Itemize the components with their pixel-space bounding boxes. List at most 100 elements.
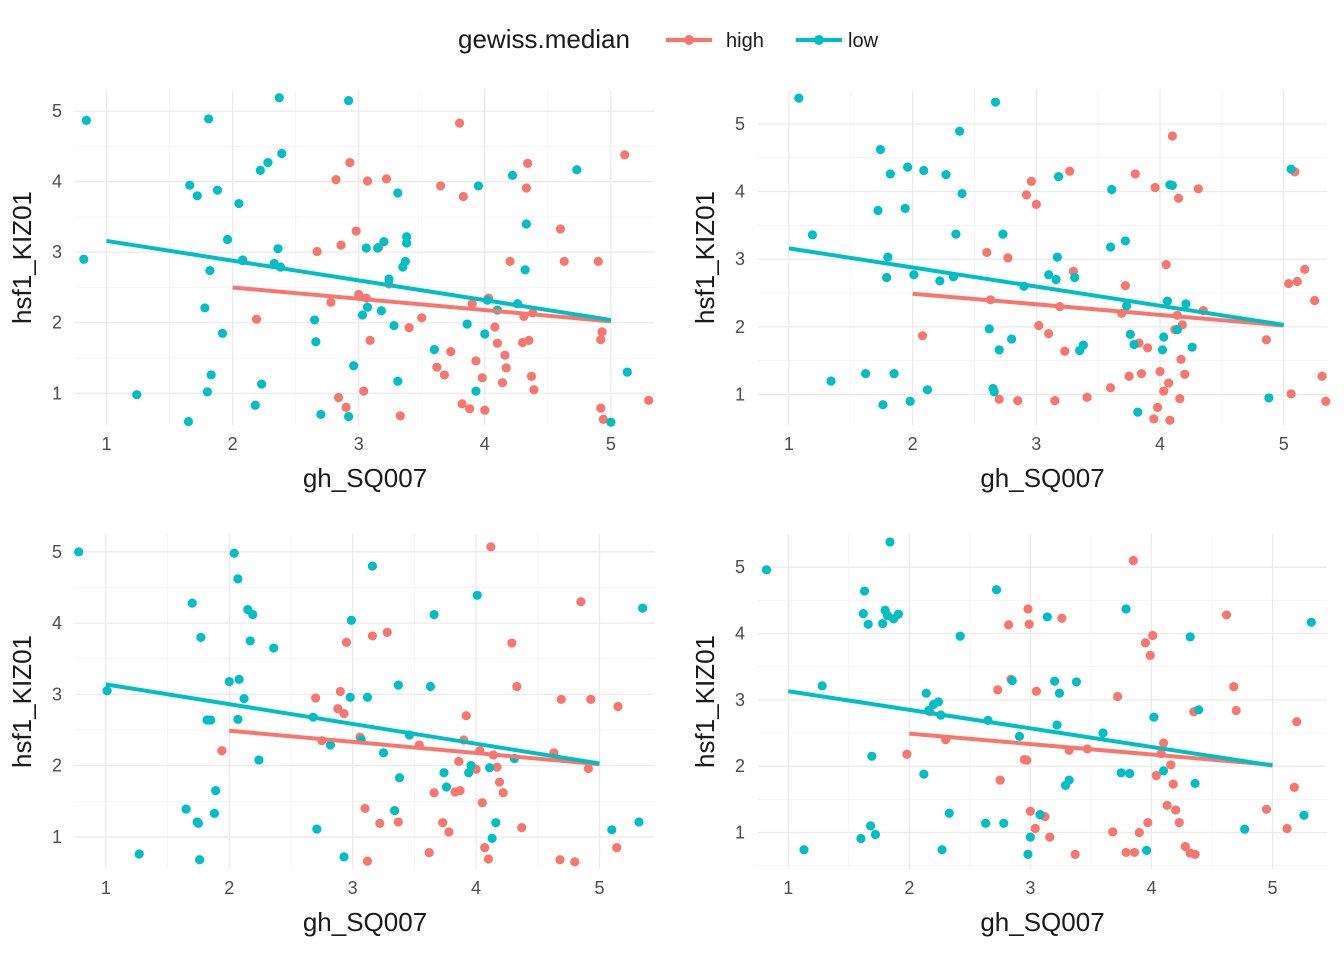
y-tick-label: 1 (52, 383, 62, 403)
data-point-low (325, 740, 336, 750)
data-point-high (458, 191, 468, 202)
y-tick-label: 4 (52, 613, 62, 633)
data-point-high (529, 385, 539, 395)
data-point-low (921, 688, 931, 698)
data-point-low (193, 818, 204, 828)
x-tick-label: 3 (1031, 434, 1041, 454)
scatter-plot-bottom-left: 1 2 3 4 5 1 2 3 4 5 gh_SQ007 hsf1_KIZ01 (7, 534, 655, 937)
data-point-high (994, 394, 1004, 404)
legend-label-low: low (848, 30, 879, 52)
data-point-low (1306, 617, 1316, 627)
x-tick-label: 5 (1268, 878, 1278, 898)
data-point-low (473, 181, 484, 191)
y-tick-label: 4 (52, 172, 62, 192)
scatter-plot-top-right: 1 2 3 4 5 1 2 3 4 5 gh_SQ007 hsf1_KIZ01 (690, 90, 1331, 493)
data-point-low (1052, 252, 1062, 262)
data-point-low (935, 276, 945, 286)
data-point-low (222, 234, 233, 245)
data-point-low (1042, 612, 1052, 622)
data-point-high (517, 823, 527, 833)
x-axis-title: gh_SQ007 (980, 463, 1104, 493)
data-point-high (333, 704, 343, 714)
data-point-high (217, 746, 227, 756)
data-point-low (761, 565, 772, 575)
data-point-high (461, 711, 471, 721)
series-high (902, 555, 1302, 860)
series-low (74, 547, 648, 865)
data-point-low (344, 411, 354, 422)
data-point-low (389, 320, 399, 331)
data-point-low (1162, 296, 1173, 306)
data-point-low (200, 303, 210, 313)
data-point-low (572, 165, 582, 175)
data-point-high (559, 256, 569, 266)
x-tick-label: 3 (354, 434, 364, 454)
data-point-low (439, 768, 449, 778)
data-point-low (1098, 728, 1108, 738)
data-point-high (251, 314, 262, 324)
data-point-high (1159, 386, 1169, 396)
data-point-high (1057, 613, 1067, 623)
series-low (79, 93, 632, 427)
data-point-high (375, 818, 385, 828)
data-point-low (909, 270, 919, 280)
data-point-high (345, 158, 355, 168)
data-point-low (882, 272, 892, 283)
panel-bottom-right: 1 2 3 4 5 1 2 3 4 5 gh_SQ007 hsf1_KIZ01 (672, 516, 1344, 960)
data-point-low (998, 229, 1008, 239)
data-point-low (277, 148, 287, 159)
data-point-high (1171, 805, 1181, 815)
data-point-low (132, 390, 142, 400)
data-point-high (644, 395, 654, 405)
data-point-low (1007, 676, 1017, 686)
data-point-high (454, 756, 464, 766)
data-point-low (903, 162, 913, 172)
data-point-high (570, 857, 580, 867)
data-point-high (612, 843, 622, 853)
data-point-high (1284, 278, 1294, 289)
data-point-low (893, 609, 904, 619)
data-point-high (1108, 827, 1118, 837)
data-point-high (465, 404, 475, 414)
regression-line-low (106, 238, 612, 322)
data-point-low (373, 243, 383, 253)
data-point-high (1023, 604, 1033, 614)
data-point-low (239, 694, 249, 704)
data-point-low (878, 400, 888, 410)
data-point-low (1167, 180, 1177, 191)
data-point-low (211, 785, 221, 796)
data-point-low (394, 773, 405, 783)
data-point-low (441, 782, 452, 792)
data-point-high (1050, 396, 1060, 406)
data-point-low (206, 370, 216, 380)
data-point-low (390, 805, 400, 816)
data-point-high (1013, 396, 1023, 406)
data-point-high (521, 183, 531, 193)
data-point-high (1286, 389, 1296, 399)
data-point-low (472, 590, 482, 600)
data-point-high (436, 181, 446, 191)
data-point-high (586, 694, 596, 704)
y-tick-label: 4 (735, 624, 745, 644)
data-point-low (254, 755, 264, 765)
data-point-high (1004, 620, 1014, 630)
data-point-low (491, 818, 501, 828)
data-point-low (74, 547, 84, 557)
data-point-low (1064, 775, 1074, 785)
data-point-low (1125, 329, 1135, 339)
y-tick-label: 3 (735, 690, 745, 710)
data-point-low (981, 818, 991, 828)
data-point-high (1120, 280, 1130, 291)
data-point-high (457, 399, 467, 409)
data-point-high (454, 118, 465, 128)
data-point-high (1003, 253, 1013, 263)
y-axis-title: hsf1_KIZ01 (690, 635, 720, 768)
data-point-low (217, 328, 228, 338)
data-point-high (1105, 383, 1116, 393)
data-point-low (1006, 334, 1017, 344)
data-point-high (477, 373, 487, 383)
x-tick-label: 1 (784, 434, 794, 454)
data-point-low (799, 845, 809, 855)
data-point-low (606, 417, 616, 427)
data-point-low (245, 636, 255, 646)
